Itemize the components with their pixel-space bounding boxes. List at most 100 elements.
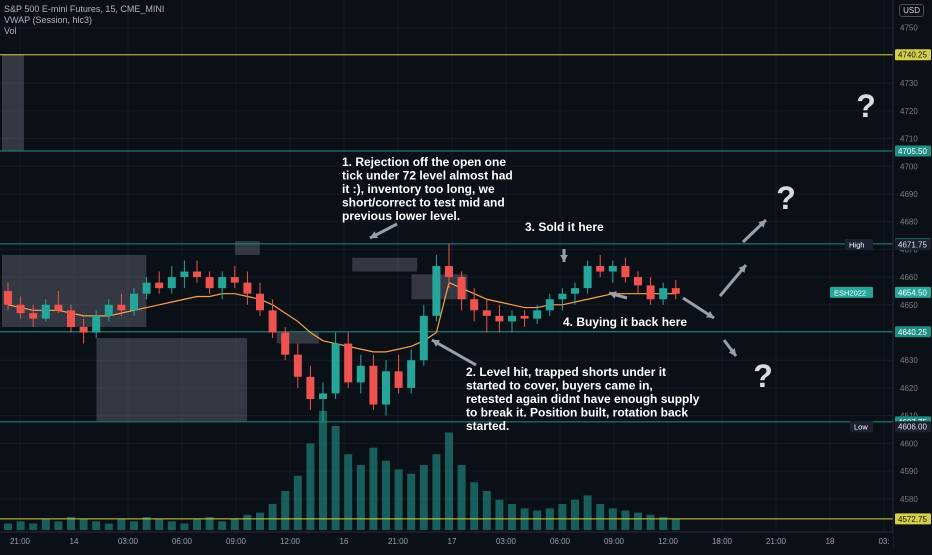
candle-body [621,266,630,278]
candle [344,332,353,388]
candle [558,288,567,311]
time-tick-label: 03: [878,537,889,546]
volume-bar [445,432,453,530]
candle-body [558,293,567,300]
volume-bar [558,504,567,530]
candle [130,288,138,316]
price-tick-label: 4730 [900,79,918,88]
note-2-line: started. [466,419,509,433]
candle [180,260,189,289]
candle-body [495,315,504,322]
candle [306,365,315,411]
volume-bar [193,519,201,530]
volume-bar [331,426,340,530]
candle [331,332,340,399]
arrow-head [758,220,766,228]
volume-bar [256,512,264,530]
volume-bar [142,517,151,530]
arrow-head [560,254,568,262]
candle [646,277,655,305]
note-1-line: short/correct to test mid and [342,196,505,210]
vwap-indicator-label[interactable]: VWAP (Session, hlc3) [4,15,93,25]
candle [41,299,50,322]
volume-bar [4,523,12,530]
volume-bar [16,521,25,530]
volume-bar [407,473,416,530]
question-mark: ? [753,358,773,394]
price-label: 4654.50 [898,288,927,297]
candle [243,271,252,305]
price-tag: ESH2022 [834,288,866,297]
note-2-line: to break it. Position built, rotation ba… [466,406,688,420]
candle [356,354,365,394]
volume-bar [243,514,252,530]
candle-body [243,282,252,294]
price-tick-label: 4620 [900,384,918,393]
volume-bar [180,523,189,530]
volume-bar [508,504,516,530]
price-tick-label: 4650 [900,301,918,310]
candle [419,304,428,366]
candle-body [167,277,176,289]
candle [671,279,680,300]
candle [104,299,113,322]
price-tick-label: 4610 [900,412,918,421]
volume-bar [432,454,441,530]
candle-body [54,304,63,311]
candle [319,382,327,422]
volume-bar [659,517,668,530]
candle [218,271,227,300]
candle-body [79,326,88,333]
price-tick-label: 4690 [900,190,918,199]
arrows [369,218,768,367]
chart-legend: S&P 500 E-mini Futures, 15, CME_MINI VWA… [4,4,164,37]
candle [382,360,390,416]
note-1-line: it :), inventory too long, we [342,182,495,196]
volume-bar [356,465,365,530]
volume-bar [344,454,353,530]
candles [4,243,680,422]
candle-body [369,365,378,405]
price-tick-label: 4700 [900,162,918,171]
highlight-zone [96,338,248,422]
candle [394,354,403,394]
candle [4,282,12,311]
arrow-head [738,265,746,273]
volume-bar [646,514,655,530]
candle [117,293,126,316]
candle-body [634,277,642,286]
volume-bar [482,491,491,530]
candle [281,326,290,361]
price-tick-label: 4630 [900,356,918,365]
note-1-line: previous lower level. [342,209,460,223]
time-tick-label: 03:00 [496,537,517,546]
time-tick-label: 06:00 [172,537,193,546]
price-tag-box [850,421,873,433]
time-tick-label: 06:00 [550,537,571,546]
currency-button[interactable]: USD [899,4,924,17]
price-tick-label: 4600 [900,439,918,448]
price-tag: High [849,241,864,250]
volume-bar [268,504,277,530]
time-axis: 21:00 14 03:00 06:00 09:00 12:00 16 21:00 17 03:0… [10,537,890,546]
price-tag-box [830,286,873,298]
symbol-title[interactable]: S&P 500 E-mini Futures, 15, CME_MINI [4,4,165,14]
candle-body [432,266,441,316]
candle-body [29,313,38,319]
candle [596,254,605,278]
candle-body [457,277,466,300]
arrow-head [706,310,714,318]
candle-body [445,266,453,278]
candle [482,299,491,333]
candle-body [331,343,340,394]
candle-body [394,371,403,388]
candle-body [306,376,315,399]
volume-indicator-label[interactable]: Vol [4,26,17,36]
candle [54,290,63,314]
candle-body [571,288,579,294]
price-tick-label: 4590 [900,467,918,476]
candle [369,354,378,411]
